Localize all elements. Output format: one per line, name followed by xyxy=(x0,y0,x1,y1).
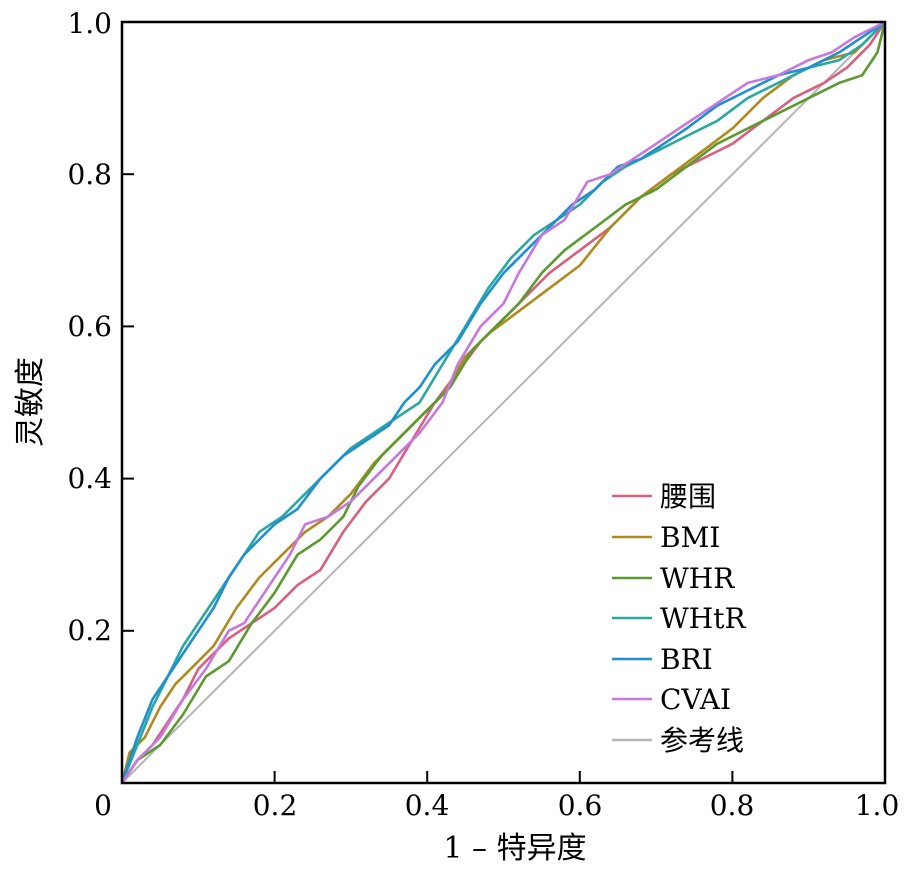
x-tick-label: 0.8 xyxy=(710,789,755,822)
series-line-3 xyxy=(120,21,886,784)
legend-label: BRI xyxy=(660,643,713,676)
y-tick-label: 0.2 xyxy=(67,614,112,647)
series-line-5 xyxy=(120,20,886,784)
y-axis-title: 灵敏度 xyxy=(13,357,48,447)
x-tick-label: 0.2 xyxy=(253,789,298,822)
x-tick-label: 0.4 xyxy=(405,789,450,822)
x-tick-label: 1.0 xyxy=(855,789,900,822)
series-line-6 xyxy=(121,21,886,784)
y-tick-label: 0.6 xyxy=(67,310,112,343)
y-tick-label: 1.0 xyxy=(67,7,112,40)
legend-label: BMI xyxy=(660,521,720,554)
legend-label: CVAI xyxy=(660,683,731,716)
plot-frame xyxy=(120,20,887,785)
y-tick-label: 0.4 xyxy=(67,462,112,495)
y-tick-label: 0.8 xyxy=(67,158,112,191)
x-tick-label: 0 xyxy=(94,789,112,822)
series-line-2 xyxy=(120,21,887,784)
x-tick-label: 0.6 xyxy=(558,789,603,822)
legend-label: 参考线 xyxy=(660,724,744,757)
legend-label: WHtR xyxy=(660,602,746,635)
series-layer xyxy=(120,20,887,784)
series-line-4 xyxy=(120,20,886,784)
x-axis-title: 1 – 特异度 xyxy=(443,831,586,866)
axis-ticks xyxy=(122,173,734,783)
legend-label: WHR xyxy=(660,562,735,595)
legend: 腰围 BMI WHR WHtR BRI CVAI 参考线 xyxy=(612,480,746,757)
legend-label: 腰围 xyxy=(660,480,716,513)
